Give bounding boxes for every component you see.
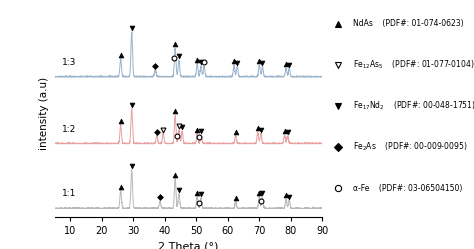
Text: Fe$_{17}$Nd$_2$    (PDF#: 00-048-1751): Fe$_{17}$Nd$_2$ (PDF#: 00-048-1751): [353, 100, 474, 112]
Text: Fe$_2$As    (PDF#: 00-009-0095): Fe$_2$As (PDF#: 00-009-0095): [353, 141, 467, 153]
Text: 1:3: 1:3: [63, 58, 77, 67]
Text: 1:1: 1:1: [63, 189, 77, 198]
Y-axis label: intensity (a.u): intensity (a.u): [39, 77, 49, 150]
X-axis label: 2 Theta (°): 2 Theta (°): [158, 241, 219, 249]
Text: NdAs    (PDF#: 01-074-0623): NdAs (PDF#: 01-074-0623): [353, 19, 463, 28]
Text: Fe$_{12}$As$_5$    (PDF#: 01-077-0104): Fe$_{12}$As$_5$ (PDF#: 01-077-0104): [353, 59, 474, 71]
Text: 1:2: 1:2: [63, 124, 77, 133]
Text: α-Fe    (PDF#: 03-06504150): α-Fe (PDF#: 03-06504150): [353, 184, 462, 193]
